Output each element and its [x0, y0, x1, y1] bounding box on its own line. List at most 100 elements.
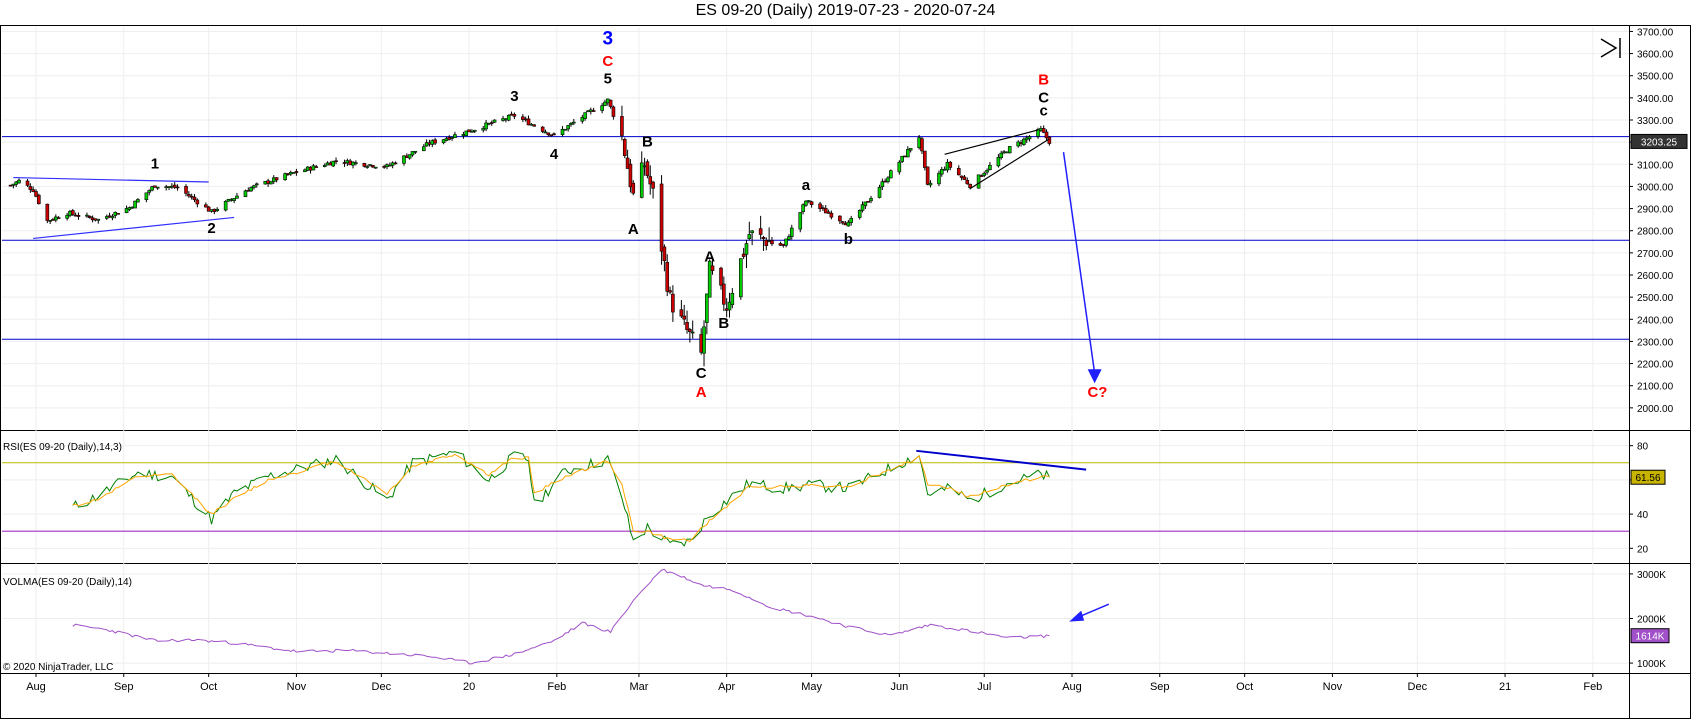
volma-last-value-marker: [1630, 628, 1670, 644]
candle-body: [110, 216, 115, 219]
candle: [770, 236, 774, 246]
candle-body: [232, 198, 236, 201]
candle: [116, 213, 120, 215]
candle: [569, 122, 573, 127]
candle-body: [254, 183, 259, 186]
candle: [999, 150, 1004, 160]
x-tick-label: Apr: [718, 681, 735, 693]
candle: [526, 115, 531, 126]
candle: [948, 160, 953, 171]
candle: [747, 221, 752, 241]
candle-body: [659, 183, 664, 252]
candle: [560, 126, 565, 137]
candle-body: [611, 106, 616, 117]
candle: [707, 259, 712, 298]
trendline: [969, 138, 1050, 190]
x-tick-label: Oct: [1236, 681, 1253, 693]
candle: [48, 220, 52, 225]
candle-body: [603, 101, 607, 106]
y-tick-label: 3700.00: [1637, 27, 1674, 38]
candle-body: [56, 217, 61, 219]
candle-body: [150, 186, 154, 191]
candle-body: [866, 201, 870, 203]
y-tick-label: 3100.00: [1637, 160, 1674, 171]
candle: [235, 192, 239, 199]
candle: [877, 184, 882, 199]
candle: [702, 320, 706, 367]
candle: [671, 285, 675, 322]
candle: [187, 191, 191, 198]
candle: [470, 129, 474, 133]
candle: [705, 293, 709, 335]
candle: [492, 119, 497, 123]
candle: [603, 99, 607, 106]
candle-body: [988, 164, 992, 170]
candle-body: [506, 114, 511, 121]
wave-label: C: [1038, 89, 1049, 106]
candle: [532, 124, 536, 127]
candle-body: [371, 165, 375, 168]
x-tick-label: Oct: [200, 681, 217, 693]
candle: [982, 171, 987, 178]
candle-body: [761, 236, 766, 239]
candle: [620, 105, 624, 141]
candle-body: [175, 186, 180, 189]
candle: [204, 202, 208, 208]
candle: [37, 193, 41, 205]
candle: [690, 320, 695, 339]
candle-body: [1047, 136, 1052, 144]
candle: [682, 304, 687, 325]
candle: [70, 209, 75, 217]
candle: [334, 157, 338, 165]
candle-body: [764, 239, 769, 246]
candle: [410, 151, 415, 157]
candle: [368, 164, 372, 167]
candle-body: [31, 189, 35, 192]
candle-body: [11, 183, 16, 186]
skip-to-end-icon[interactable]: [1600, 38, 1621, 58]
candle-body: [252, 185, 256, 188]
candle-body: [373, 166, 378, 169]
candle-body: [28, 186, 33, 190]
wave-label: A: [704, 249, 715, 266]
candle-body: [184, 186, 188, 194]
candle-body: [809, 201, 814, 205]
wave-label: b: [844, 231, 853, 248]
candle-body: [127, 207, 132, 210]
candle: [314, 164, 319, 168]
candle: [354, 160, 358, 166]
y-tick-label: 80: [1637, 442, 1649, 453]
candle: [985, 168, 989, 175]
candle: [365, 164, 369, 169]
candle-body: [421, 146, 426, 152]
candle-body: [985, 170, 989, 173]
candle: [750, 230, 754, 246]
candle: [787, 234, 791, 240]
candle: [1022, 137, 1026, 146]
candle: [87, 215, 92, 219]
candle: [741, 247, 746, 260]
candle: [175, 184, 180, 191]
candle: [566, 124, 570, 132]
candle: [866, 200, 870, 203]
candle-body: [928, 182, 933, 186]
candle: [552, 132, 556, 136]
candle-body: [622, 138, 627, 156]
candle: [611, 105, 616, 120]
candle-body: [840, 221, 845, 224]
candle-body: [104, 216, 109, 219]
y-tick-label: 3500.00: [1637, 72, 1674, 83]
candle: [730, 288, 735, 309]
candle: [600, 102, 604, 114]
candle-body: [393, 162, 398, 165]
candle: [322, 163, 327, 168]
candle: [223, 200, 228, 212]
candle-body: [996, 157, 1001, 167]
candle: [351, 161, 355, 169]
candle-body: [600, 105, 604, 111]
candle: [243, 189, 248, 197]
candle: [45, 203, 50, 224]
candle: [1007, 146, 1012, 154]
y-tick-label: 3000K: [1637, 570, 1666, 581]
